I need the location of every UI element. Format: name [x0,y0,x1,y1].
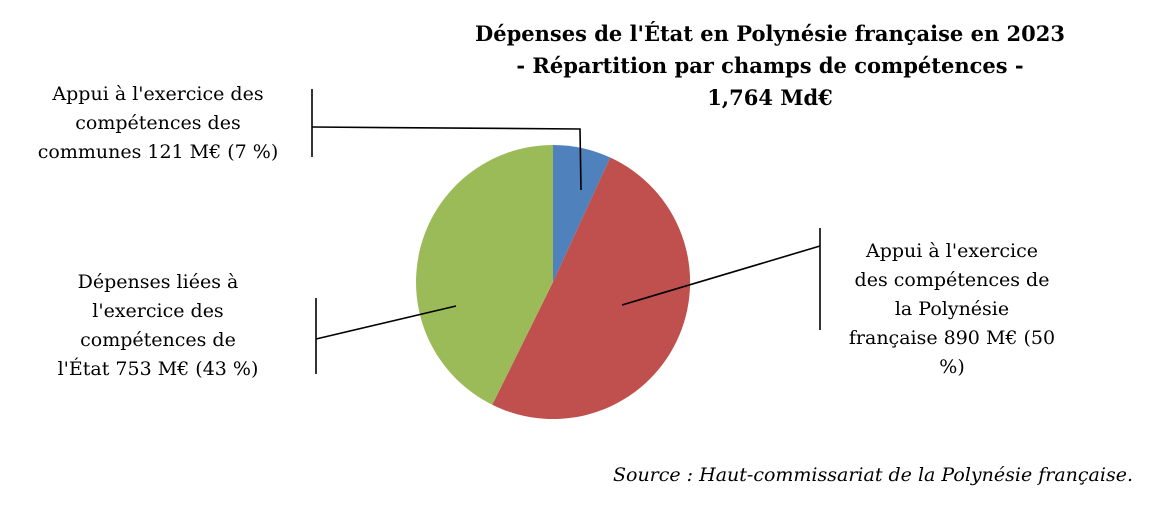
leader-line-communes [311,126,582,191]
data-label-polynesie-line: française 890 M€ (50 [848,327,1056,349]
data-label-polynesie-line: %) [939,356,965,378]
data-label-etat-line: compétences de [80,329,236,351]
data-label-communes: Appui à l'exercice des compétences des c… [8,80,308,167]
chart-title-line-1: Dépenses de l'État en Polynésie français… [475,21,1065,46]
chart-title-line-3: 1,764 Md€ [707,85,833,110]
chart-title: Dépenses de l'État en Polynésie français… [400,18,1140,114]
leader-line-polynesie [621,245,821,306]
leader-line-etat [315,305,457,340]
source-note: Source : Haut-commissariat de la Polynés… [612,464,1133,486]
leader-lines [311,89,821,374]
pie-slice-polynesie [492,157,691,420]
data-label-communes-line: compétences des [75,112,241,134]
data-label-polynesie: Appui à l'exercice des compétences de la… [827,237,1077,382]
pie-slice-etat [415,145,553,405]
data-label-polynesie-line: des compétences de [854,269,1050,291]
data-label-polynesie-line: la Polynésie [894,298,1010,320]
data-label-etat-line: Dépenses liées à [77,271,239,293]
data-label-polynesie-line: Appui à l'exercice [866,240,1038,262]
data-label-etat-line: l'État 753 M€ (43 %) [57,358,259,380]
chart-title-line-2: - Répartition par champs de compétences … [516,53,1024,78]
data-label-communes-line: communes 121 M€ (7 %) [37,141,279,163]
data-label-communes-line: Appui à l'exercice des [52,83,264,105]
data-label-etat-line: l'exercice des [92,300,224,322]
pie-slice-communes [553,145,611,282]
pie-slices [415,145,691,420]
data-label-etat: Dépenses liées à l'exercice des compéten… [10,268,306,384]
